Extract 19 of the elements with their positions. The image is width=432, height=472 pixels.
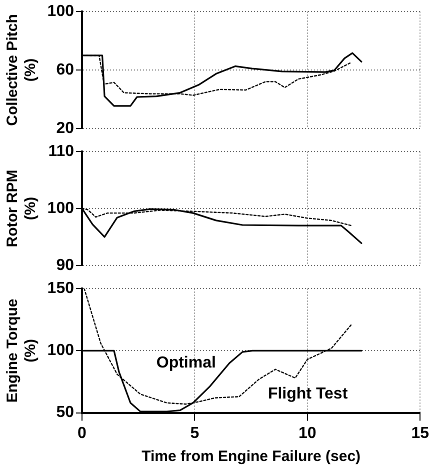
x-tick-label: 5 [190, 424, 200, 442]
y-tick-label: 100 [47, 3, 74, 20]
x-tick-label: 0 [78, 424, 87, 442]
y-axis-title: Engine Torque (%) [4, 298, 40, 403]
y-tick-label: 110 [48, 143, 74, 160]
y-tick-label: 60 [56, 61, 74, 78]
y-axis-title: Collective Pitch (%) [4, 14, 40, 126]
x-tick-label: 10 [298, 424, 316, 442]
y-tick-label: 100 [47, 200, 74, 217]
series-label: Optimal [156, 354, 216, 372]
y-tick-label: 100 [47, 342, 74, 360]
y-tick-label: 90 [56, 256, 74, 274]
y-tick-label: 150 [47, 280, 74, 298]
y-tick-label: 20 [56, 120, 74, 137]
x-axis-title: Time from Engine Failure (sec) [142, 448, 361, 466]
series-label: Flight Test [268, 386, 348, 403]
y-tick-label: 50 [56, 404, 74, 422]
y-axis-title: Rotor RPM (%) [4, 170, 40, 248]
x-tick-label: 15 [411, 424, 430, 442]
